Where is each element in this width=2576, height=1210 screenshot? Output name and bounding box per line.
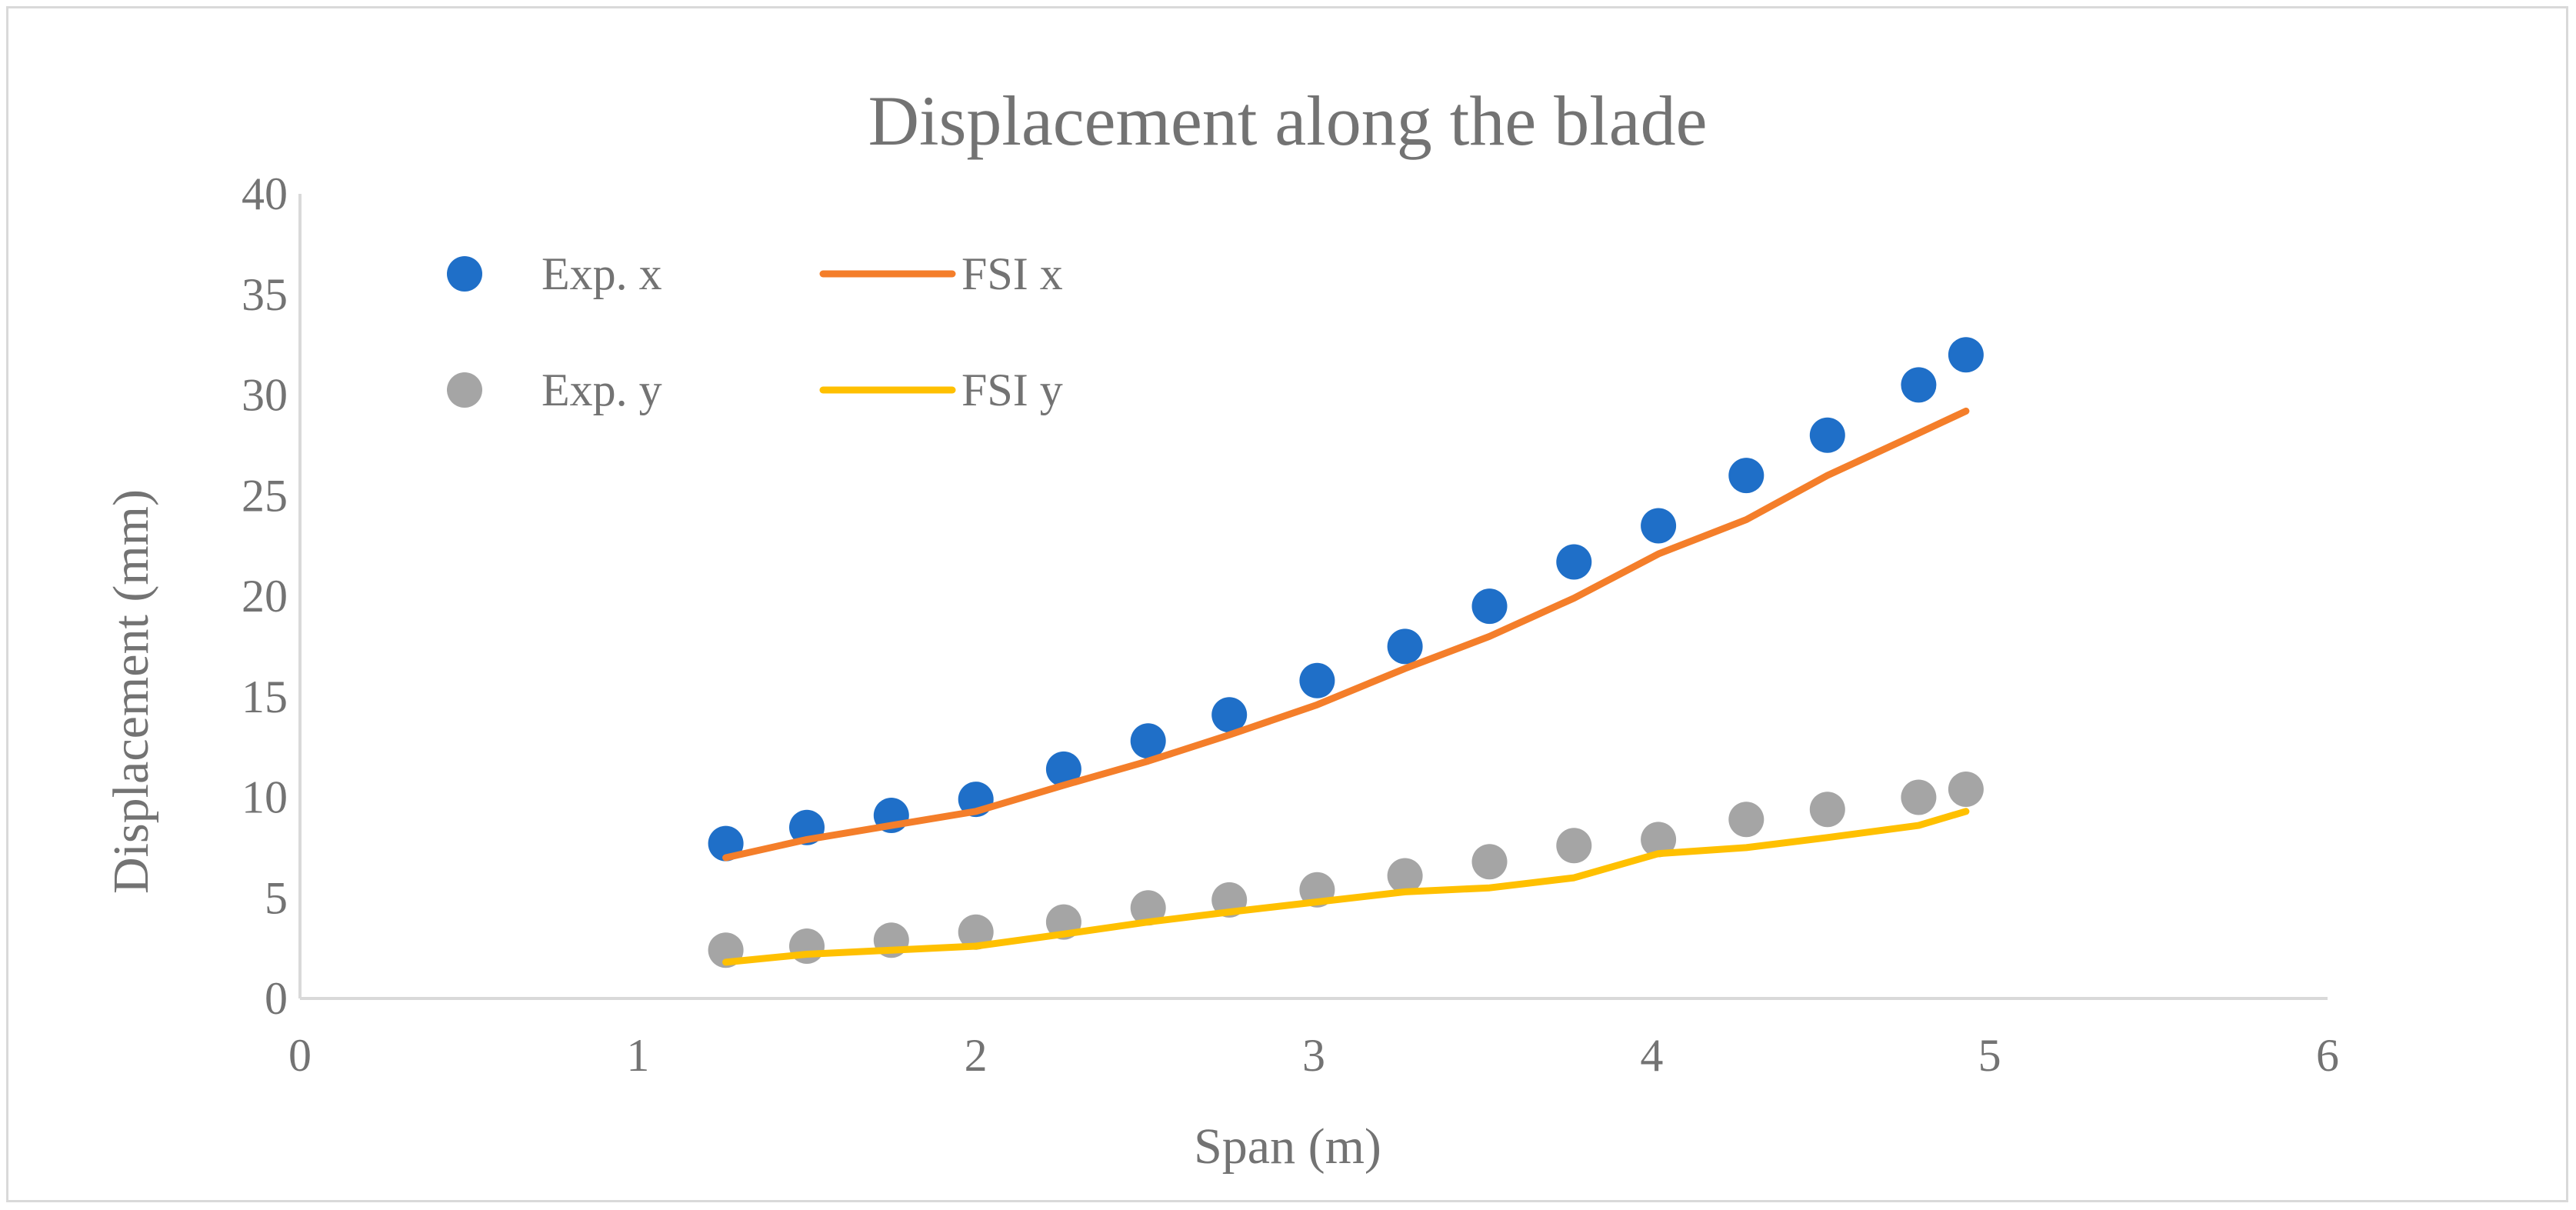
data-point-exp-x — [1809, 417, 1845, 453]
legend-item-exp-y: Exp. y — [447, 365, 662, 415]
y-tick-label: 15 — [242, 672, 288, 722]
y-axis-label: Displacement (mm) — [103, 489, 159, 894]
legend-label-fsi-y: FSI y — [961, 365, 1063, 415]
legend-label-exp-x: Exp. x — [542, 248, 662, 299]
legend-swatch-exp-y — [447, 372, 482, 408]
axes: 0 5 10 15 20 25 30 35 40 0 1 2 3 4 5 6 — [242, 168, 2339, 1081]
y-tick-label: 0 — [265, 973, 288, 1024]
plot-area — [708, 337, 1984, 968]
y-tick-label: 25 — [242, 470, 288, 521]
data-point-exp-y — [1641, 822, 1677, 858]
y-tick-label: 10 — [242, 772, 288, 823]
data-point-exp-y — [1556, 828, 1592, 864]
chart-title: Displacement along the blade — [868, 82, 1708, 160]
x-axis-label: Span (m) — [1194, 1118, 1381, 1175]
data-point-exp-x — [1948, 337, 1984, 373]
legend-label-fsi-x: FSI x — [961, 248, 1063, 299]
legend-item-fsi-x: FSI x — [819, 248, 1063, 299]
data-point-exp-y — [958, 914, 994, 950]
data-point-exp-y — [1809, 792, 1845, 828]
data-point-exp-x — [1471, 588, 1508, 625]
y-tick-label: 20 — [242, 571, 288, 622]
series-fsi-y — [722, 808, 1970, 966]
data-point-exp-y — [1728, 802, 1765, 838]
data-point-exp-x — [1045, 751, 1081, 787]
x-tick-label: 3 — [1302, 1030, 1325, 1081]
y-tick-label: 35 — [242, 269, 288, 320]
data-point-exp-x — [1641, 508, 1677, 544]
x-tick-label: 6 — [2316, 1030, 2339, 1081]
x-tick-label: 5 — [1978, 1030, 2001, 1081]
x-tick-label: 0 — [288, 1030, 312, 1081]
series-fsi-x — [722, 407, 1970, 862]
data-point-exp-x — [1728, 458, 1765, 494]
x-tick-label: 4 — [1640, 1030, 1663, 1081]
y-tick-label: 40 — [242, 168, 288, 219]
y-tick-label: 5 — [265, 872, 288, 923]
data-point-exp-y — [1948, 772, 1984, 807]
series-exp-x — [708, 337, 1984, 862]
legend-item-fsi-y: FSI y — [819, 365, 1063, 415]
legend: Exp. x FSI x Exp. y FSI y — [447, 248, 1063, 415]
data-point-exp-x — [1901, 367, 1937, 403]
chart-frame — [6, 6, 2568, 1202]
data-point-exp-y — [1901, 779, 1937, 815]
legend-swatch-exp-x — [447, 256, 482, 292]
legend-item-exp-x: Exp. x — [447, 248, 662, 299]
data-point-exp-y — [1387, 858, 1423, 894]
data-point-exp-x — [1130, 723, 1166, 759]
y-tick-label: 30 — [242, 370, 288, 421]
data-point-exp-x — [1387, 628, 1423, 665]
x-tick-label: 1 — [626, 1030, 649, 1081]
data-point-exp-x — [1299, 662, 1335, 698]
data-point-exp-x — [1556, 544, 1592, 580]
series-line-fsi-x — [722, 407, 1970, 862]
data-point-exp-y — [1130, 890, 1166, 926]
data-point-exp-x — [1211, 697, 1248, 733]
legend-label-exp-y: Exp. y — [542, 365, 662, 415]
x-tick-label: 2 — [965, 1030, 988, 1081]
series-line-fsi-y — [722, 808, 1970, 966]
data-point-exp-y — [1471, 844, 1508, 880]
